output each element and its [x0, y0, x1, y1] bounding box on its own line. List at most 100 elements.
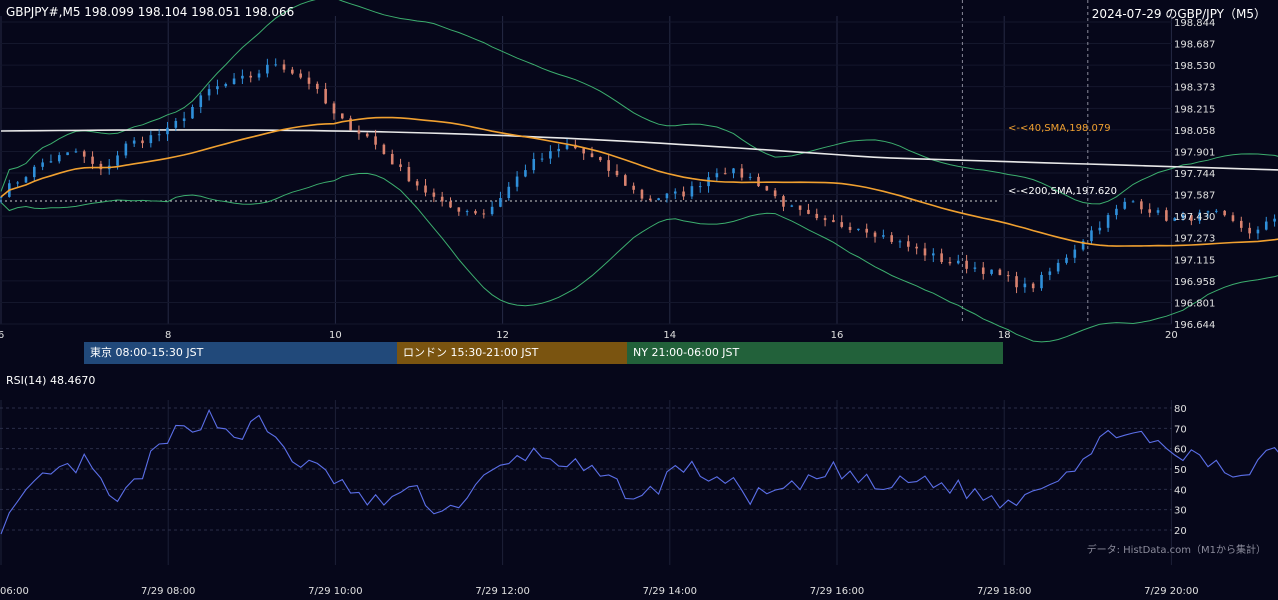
candle-body [624, 175, 627, 186]
candle-body [1206, 211, 1210, 213]
candle-body [415, 181, 419, 186]
candle-body [41, 162, 44, 167]
sma200-line [0, 129, 1278, 171]
candle-body [407, 167, 411, 182]
candle-body [898, 241, 902, 243]
candle-body [1215, 210, 1218, 212]
candle-body [382, 144, 386, 154]
candle-body [74, 151, 78, 153]
candle-body [274, 64, 277, 66]
candle-body [365, 133, 369, 137]
candle-body [1248, 227, 1251, 234]
price-tick-label: 196.958 [1174, 277, 1215, 288]
candle-body [1264, 221, 1268, 230]
candle-body [857, 228, 860, 230]
candle-body [490, 206, 494, 215]
price-tick-label: 196.801 [1174, 298, 1215, 309]
candle-body [657, 198, 660, 201]
candle-body [424, 185, 427, 193]
time-tick-label: 7/29 20:00 [1144, 586, 1198, 597]
candle-body [932, 253, 935, 256]
candle-body [923, 248, 927, 256]
candle-body [682, 191, 685, 197]
candle-body [907, 241, 910, 247]
candle-body [390, 153, 394, 165]
candle-body [266, 64, 269, 74]
candle-body [990, 269, 993, 274]
time-axis-ticks: 06:00 7/29 08:00 7/29 10:00 7/29 12:00 7/29 … [0, 586, 1199, 597]
rsi-tick-label: 20 [1174, 526, 1187, 537]
candle-body [307, 77, 311, 84]
time-tick-label: 7/29 10:00 [308, 586, 362, 597]
candle-body [615, 170, 619, 176]
session-tokyo-bar: 東京 08:00-15:30 JST [84, 342, 397, 364]
candle-body [782, 196, 785, 207]
candle-body [590, 153, 594, 158]
bollinger-lower-band [0, 172, 1278, 343]
rsi-axis-ticks: 20 30 40 50 60 70 80 [1174, 404, 1187, 537]
candle-body [540, 158, 544, 160]
candle-body [1181, 215, 1185, 219]
price-tick-label: 198.215 [1174, 104, 1215, 115]
candle-body [474, 211, 477, 214]
candle-body [873, 232, 877, 237]
candle-body [565, 144, 569, 149]
candle-body [673, 191, 677, 194]
candle-body [1165, 210, 1168, 221]
price-tick-label: 198.058 [1174, 126, 1215, 137]
time-tick-label: 7/29 16:00 [810, 586, 864, 597]
candle-body [1065, 257, 1068, 263]
session-london-bar: ロンドン 15:30-21:00 JST [397, 342, 627, 364]
candle-body [1198, 212, 1201, 221]
candle-body [865, 228, 869, 233]
candle-body [499, 197, 502, 207]
vertical-gridlines [0, 16, 1172, 565]
candle-body [981, 267, 985, 274]
candle-body [241, 75, 244, 79]
candle-body [91, 156, 94, 164]
candle-body [357, 130, 361, 134]
candle-body [1023, 283, 1027, 288]
candle-body [823, 218, 827, 221]
candle-body [207, 89, 211, 96]
candle-body [291, 69, 294, 74]
candle-body [1148, 209, 1152, 213]
candle-body [57, 155, 61, 162]
candle-body [182, 118, 186, 121]
hour-tick-label: 14 [663, 330, 676, 341]
candle-body [1123, 201, 1127, 209]
candle-body [465, 211, 469, 213]
candle-body [132, 140, 136, 144]
candle-body [998, 269, 1002, 276]
candle-body [740, 168, 744, 178]
hour-tick-label: 20 [1165, 330, 1178, 341]
candle-body [124, 143, 128, 156]
candle-body [973, 267, 977, 269]
candle-body [449, 201, 452, 208]
candle-body [532, 158, 536, 171]
candle-body [632, 185, 635, 190]
candle-body [1031, 283, 1035, 289]
candle-body [748, 176, 752, 178]
rsi-tick-label: 70 [1174, 424, 1187, 435]
candle-body [1090, 230, 1093, 242]
hour-tick-label: 12 [496, 330, 509, 341]
candle-body [915, 246, 918, 249]
candlesticks [0, 58, 1276, 294]
candle-body [82, 151, 86, 157]
price-tick-label: 197.430 [1174, 212, 1215, 223]
time-tick-label: 7/29 12:00 [475, 586, 529, 597]
candle-body [191, 106, 194, 119]
rsi-line [0, 408, 1278, 535]
hour-tick-label: 8 [165, 330, 171, 341]
rsi-tick-label: 80 [1174, 404, 1187, 415]
candle-body [457, 207, 461, 212]
candle-body [832, 220, 835, 223]
candle-body [32, 166, 36, 178]
candle-body [224, 84, 228, 87]
sma200-label: <-<200,SMA,197.620 [1008, 186, 1117, 197]
candle-body [1073, 249, 1077, 258]
candle-body [1015, 276, 1018, 288]
candle-body [249, 75, 253, 78]
candle-body [257, 73, 261, 78]
